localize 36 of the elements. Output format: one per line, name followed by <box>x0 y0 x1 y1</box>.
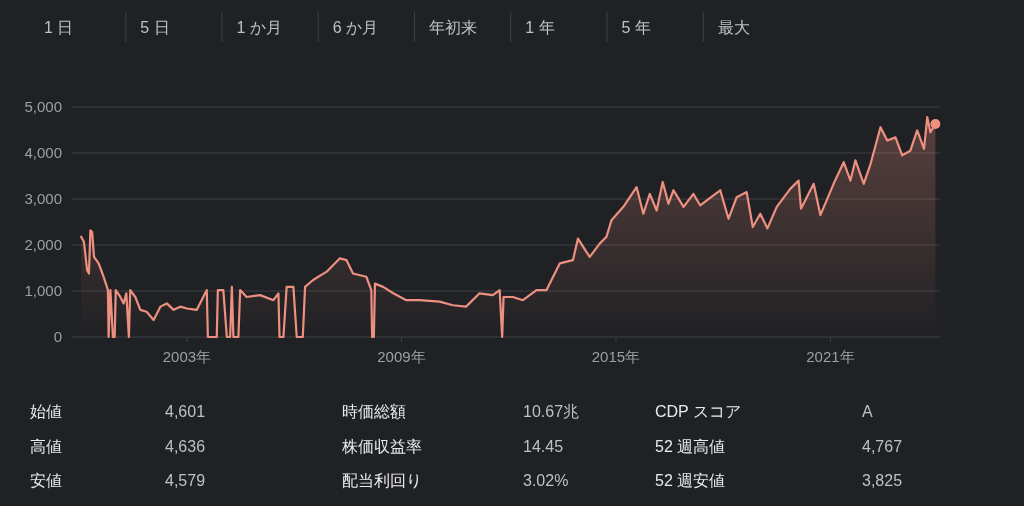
text: 3.02% <box>523 472 569 489</box>
text: 配当利回り <box>342 472 422 489</box>
y-tick-label: 4,000 <box>24 144 62 161</box>
text: 時価総額 <box>342 403 406 420</box>
text: 4,636 <box>165 438 206 455</box>
text: 4,579 <box>165 472 206 489</box>
text: A <box>862 403 873 420</box>
text: 6 か月 <box>332 19 379 36</box>
text: 1 か月 <box>236 19 282 36</box>
text: CDP スコア <box>655 403 741 420</box>
text: 高値 <box>30 438 62 455</box>
x-tick-label: 2021年 <box>806 348 855 365</box>
text: 1 日 <box>44 19 74 36</box>
text: 始値 <box>30 403 62 420</box>
y-tick-label: 0 <box>53 328 62 345</box>
text: 3,825 <box>862 472 903 489</box>
x-tick-label: 2009年 <box>377 348 426 365</box>
y-tick-label: 1,000 <box>24 282 62 299</box>
text: 株価収益率 <box>341 438 422 455</box>
text: 5 年 <box>621 19 651 36</box>
y-tick-label: 3,000 <box>24 190 62 207</box>
y-tick-label: 2,000 <box>24 236 62 253</box>
text: 4,601 <box>165 403 206 420</box>
text: 年初来 <box>429 19 477 36</box>
text: 52 週安値 <box>655 472 726 489</box>
text: 5 日 <box>140 19 170 36</box>
text: 最大 <box>717 19 750 36</box>
text: 安値 <box>30 472 62 489</box>
text: 14.45 <box>523 438 564 455</box>
text: 1 年 <box>525 19 555 36</box>
text: 4,767 <box>862 438 903 455</box>
x-tick-label: 2015年 <box>591 348 641 365</box>
x-tick-label: 2003年 <box>162 348 212 365</box>
y-tick-label: 5,000 <box>24 98 62 115</box>
text: 10.67兆 <box>523 403 580 420</box>
text: 52 週高値 <box>655 438 726 455</box>
